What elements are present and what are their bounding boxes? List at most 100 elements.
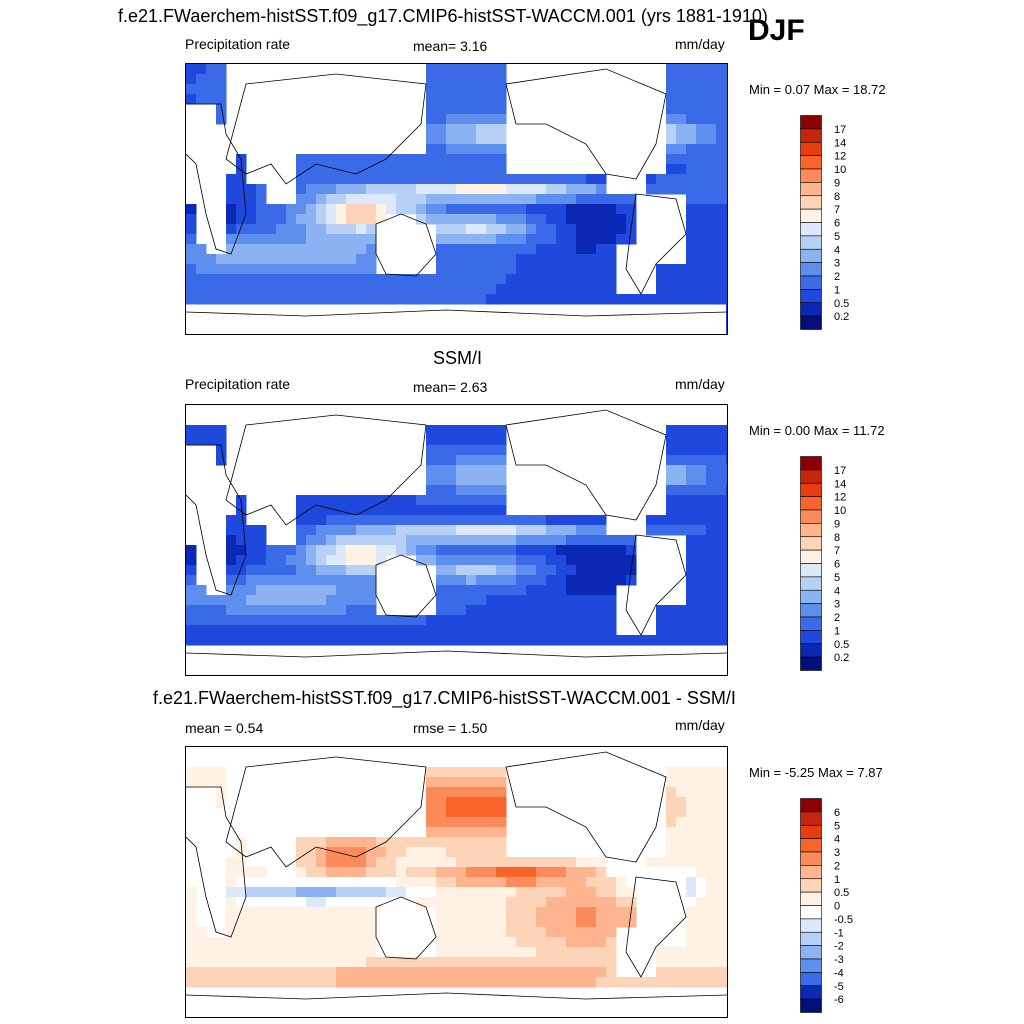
field-cell [446,565,457,576]
field-cell [486,555,497,566]
field-cell [266,234,277,245]
field-cell [456,515,467,526]
field-cell [546,184,557,195]
coastline [186,444,247,596]
field-cell [306,947,317,958]
field-cell [256,887,267,898]
field-cell [256,284,267,295]
field-cell [306,234,317,245]
field-cell [466,807,477,818]
field-cell [676,967,687,978]
field-cell [486,897,497,908]
field-cell [476,64,487,75]
field-cell [606,204,617,215]
field-cell [686,787,697,798]
field-cell [286,284,297,295]
field-cell [546,535,557,546]
field-cell [196,94,207,105]
field-cell [476,114,487,125]
field-cell [476,967,487,978]
field-cell [536,194,547,205]
field-cell [276,937,287,948]
field-cell [466,174,477,185]
field-cell [416,274,427,285]
field-cell [446,635,457,646]
field-cell [336,907,347,918]
field-cell [346,254,357,265]
field-cell [546,897,557,908]
field-cell [396,294,407,305]
field-cell [406,847,417,858]
field-cell [676,857,687,868]
coastline [186,992,727,1000]
field-cell [716,164,727,175]
field-cell [416,545,427,556]
field-cell [296,525,307,536]
field-cell [336,897,347,908]
coastline [625,876,687,978]
field-cell [696,615,707,626]
field-cell [356,164,367,175]
field-cell [526,284,537,295]
field-cell [346,957,357,968]
field-cell [706,485,717,496]
field-cell [426,174,437,185]
field-cell [656,264,667,275]
field-cell [336,525,347,536]
field-cell [436,565,447,576]
field-cell [726,435,727,446]
field-cell [356,615,367,626]
field-cell [376,204,387,215]
field-cell [706,605,717,616]
field-cell [526,585,537,596]
field-cell [366,214,377,225]
field-cell [626,977,637,988]
field-cell [596,967,607,978]
field-cell [246,867,257,878]
field-cell [486,535,497,546]
field-cell [416,837,427,848]
field-cell [676,605,687,616]
panel-mean-label: mean= 2.63 [413,379,488,395]
field-cell [666,435,677,446]
field-cell [246,977,257,988]
field-cell [716,525,727,536]
field-cell [446,104,457,115]
field-cell [666,294,677,305]
field-cell [226,284,237,295]
colorbar-swatch [800,905,822,920]
field-cell [186,927,197,938]
colorbar-tick-label: 9 [834,177,840,189]
field-cell [556,967,567,978]
colorbar-swatch [800,878,822,893]
field-cell [336,495,347,506]
field-cell [476,927,487,938]
field-cell [466,555,477,566]
field-cell [356,917,367,928]
field-cell [496,575,507,586]
field-cell [276,967,287,978]
field-cell [726,284,727,295]
field-cell [696,817,707,828]
field-cell [406,505,417,516]
field-cell [346,505,357,516]
field-cell [706,94,717,105]
field-cell [466,897,477,908]
field-cell [216,94,227,105]
field-cell [436,625,447,636]
field-cell [366,897,377,908]
field-cell [216,977,227,988]
colorbar-tick-label: 7 [834,204,840,216]
field-cell [276,917,287,928]
field-cell [426,545,437,556]
field-cell [526,214,537,225]
field-cell [566,907,577,918]
field-cell [186,595,197,606]
field-cell [426,505,437,516]
field-cell [576,244,587,255]
field-cell [456,837,467,848]
field-cell [236,274,247,285]
field-cell [656,977,667,988]
field-cell [276,887,287,898]
field-cell [216,104,227,115]
